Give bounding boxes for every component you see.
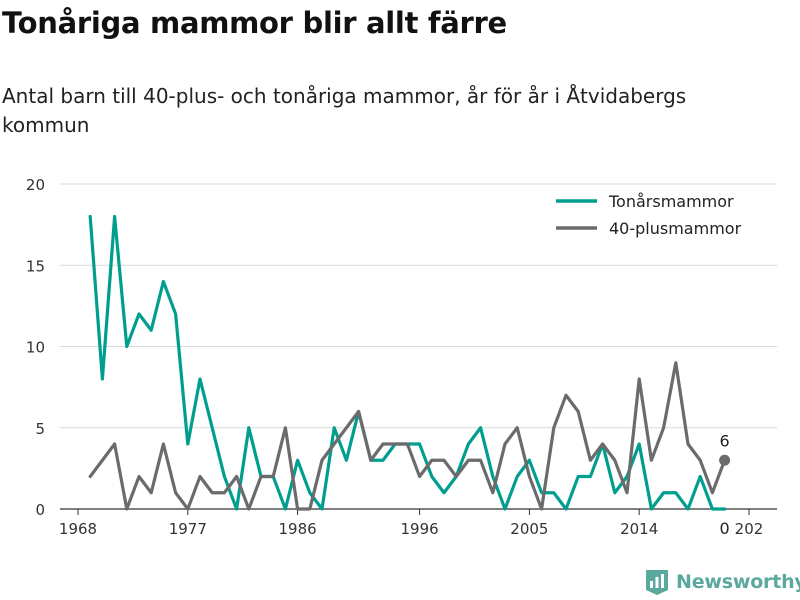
y-tick-label: 0: [35, 501, 45, 519]
end-point-marker: [719, 454, 731, 466]
bar-chart-logo-icon: [646, 570, 668, 595]
x-tick-label: 1986: [279, 520, 317, 538]
x-tick-label: 202: [735, 520, 764, 538]
y-tick-label: 15: [26, 257, 45, 275]
series-line-40-plusmammor: [88, 361, 727, 511]
end-value-label-40-plusmammor: 6: [720, 431, 730, 450]
y-tick-label: 20: [26, 176, 45, 194]
x-tick-label: 2014: [620, 520, 658, 538]
chart-subtitle: Antal barn till 40-plus- och tonåriga ma…: [2, 84, 687, 137]
brand-logo: Newsworthy: [644, 568, 800, 596]
legend-label-tonarsmammor: Tonårsmammor: [608, 192, 734, 211]
chart-title: Tonåriga mammor blir allt färre: [2, 6, 507, 40]
x-tick-label: 1977: [169, 520, 207, 538]
y-tick-label: 10: [26, 339, 45, 357]
x-tick-label: 1968: [59, 520, 97, 538]
end-value-label-tonarsmammor: 0: [720, 519, 730, 538]
legend-label-40-plusmammor: 40-plusmammor: [609, 219, 742, 238]
brand-name: Newsworthy: [676, 571, 800, 593]
y-tick-label: 5: [35, 420, 45, 438]
x-tick-label: 2005: [510, 520, 548, 538]
x-tick-label: 1996: [401, 520, 439, 538]
